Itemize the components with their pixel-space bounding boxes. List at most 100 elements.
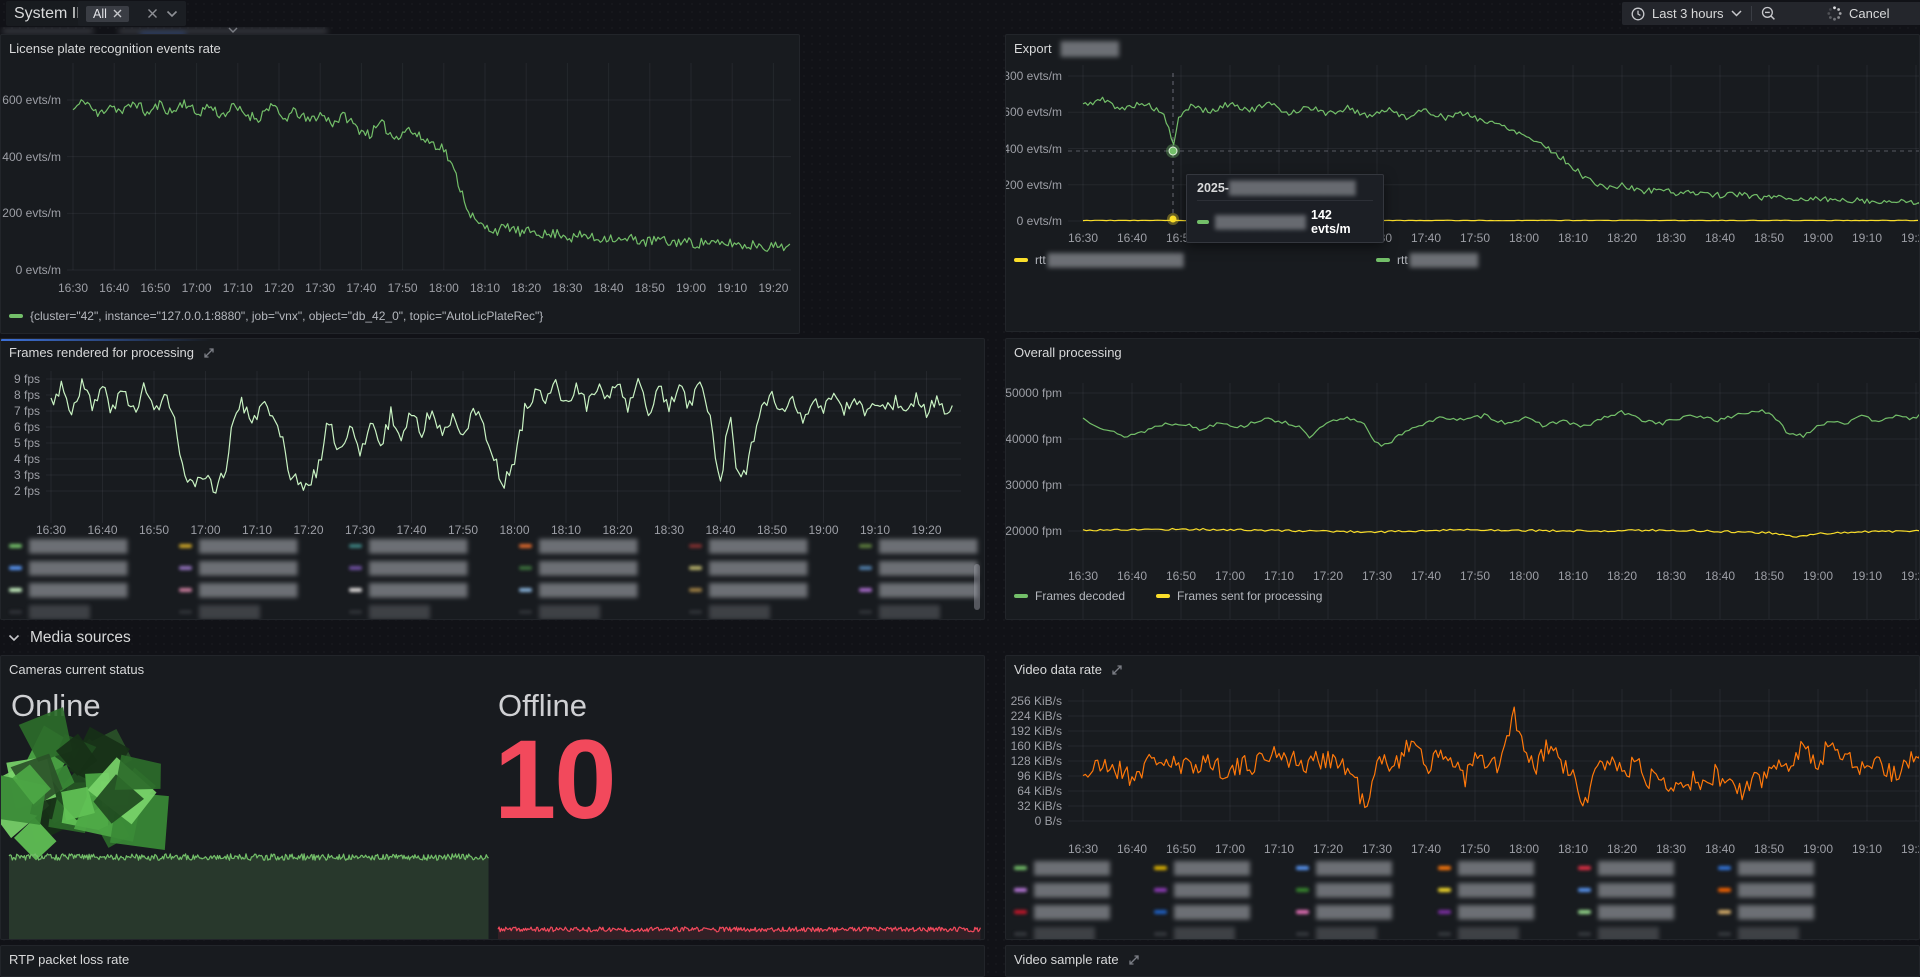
filter-chip[interactable]: All xyxy=(86,6,129,22)
series-marker xyxy=(349,588,362,592)
chip-close-icon[interactable] xyxy=(113,9,122,18)
legend-item[interactable]: █████████████ xyxy=(859,539,977,553)
legend-item[interactable]: █████████████ xyxy=(9,539,127,553)
legend-item[interactable]: █████████████ xyxy=(9,561,127,575)
time-series-plot[interactable] xyxy=(46,371,961,521)
redacted-legend-text: ██████████ xyxy=(1738,905,1813,919)
panel-links-icon[interactable] xyxy=(203,347,215,359)
legend-item[interactable]: ████████ xyxy=(1154,927,1234,940)
legend-item[interactable]: ████████ xyxy=(1718,927,1798,940)
redacted-legend-text: ████████ xyxy=(709,605,769,619)
legend-item[interactable]: █████████████ xyxy=(349,561,467,575)
legend-item[interactable]: ██████████ xyxy=(1154,883,1249,897)
legend-item[interactable]: ████████ xyxy=(1578,927,1658,940)
panel-title[interactable]: Video sample rate xyxy=(1014,952,1140,967)
legend-item[interactable]: █████████████ xyxy=(519,583,637,597)
chevron-down-icon[interactable] xyxy=(228,27,238,34)
variable-label: System ID xyxy=(14,5,88,23)
chevron-down-icon[interactable] xyxy=(166,10,178,18)
time-series-plot[interactable] xyxy=(67,63,791,279)
x-axis-tick: 17:20 xyxy=(293,523,323,537)
legend-item[interactable]: ██████████ xyxy=(1438,883,1533,897)
time-range-picker[interactable]: Last 3 hours xyxy=(1622,2,1825,25)
row-header-media-sources[interactable]: Media sources xyxy=(8,629,131,647)
legend-item[interactable]: █████████████ xyxy=(179,539,297,553)
panel-title[interactable]: Overall processing xyxy=(1014,345,1122,360)
x-axis-tick: 19:10 xyxy=(1852,569,1882,583)
legend-item[interactable]: ██████████ xyxy=(1296,905,1391,919)
time-series-plot[interactable] xyxy=(1068,689,1920,829)
y-axis-tick: 0 B/s xyxy=(1005,814,1062,828)
variable-value-select[interactable]: All xyxy=(78,1,186,26)
redacted-legend-text: █████████████ xyxy=(199,583,297,597)
legend-item[interactable]: ██████████ xyxy=(1014,905,1109,919)
legend-item[interactable]: ██████████ xyxy=(1718,883,1813,897)
redacted-legend-text: ██████████ xyxy=(1738,861,1813,875)
x-axis-tick: 19:00 xyxy=(1803,231,1833,245)
legend-item[interactable]: ██████████ xyxy=(1154,861,1249,875)
legend-item[interactable]: █████████████ xyxy=(689,583,807,597)
legend-item[interactable]: ████████ xyxy=(349,605,429,619)
panel-title[interactable]: Video data rate xyxy=(1014,662,1123,677)
legend-item[interactable]: ██████████ xyxy=(1578,861,1673,875)
legend-item[interactable]: ██████████ xyxy=(1296,883,1391,897)
legend-item[interactable]: ████████ xyxy=(1296,927,1376,940)
legend-item[interactable]: ████████ xyxy=(859,605,939,619)
zoom-out-icon[interactable] xyxy=(1761,6,1776,21)
legend-item[interactable]: ██████████ xyxy=(1154,905,1249,919)
clock-icon xyxy=(1631,7,1645,21)
legend-item[interactable]: █████████████ xyxy=(859,561,977,575)
legend-item[interactable]: █████████████ xyxy=(519,561,637,575)
legend-item[interactable]: {cluster="42", instance="127.0.0.1:8880"… xyxy=(9,309,543,323)
panel-title[interactable]: Cameras current status xyxy=(9,662,144,677)
series-marker xyxy=(1154,932,1167,936)
legend-item[interactable]: █████████████ xyxy=(519,539,637,553)
legend-item[interactable]: █████████████ xyxy=(859,583,977,597)
panel-links-icon[interactable] xyxy=(1128,954,1140,966)
legend-item[interactable]: ████████ xyxy=(1438,927,1518,940)
legend-item[interactable]: █████████████ xyxy=(179,583,297,597)
series-marker xyxy=(1296,888,1309,892)
redacted-legend-text: ██████████ xyxy=(1174,883,1249,897)
legend-item[interactable]: █████████████ xyxy=(179,561,297,575)
y-axis-tick: 20000 fpm xyxy=(1005,524,1062,538)
series-marker xyxy=(519,610,532,614)
panel-links-icon[interactable] xyxy=(1111,664,1123,676)
panel-title[interactable]: Frames rendered for processing xyxy=(9,345,215,360)
legend-item[interactable]: █████████████ xyxy=(349,539,467,553)
legend-item[interactable]: ████████ xyxy=(519,605,599,619)
series-marker xyxy=(689,566,702,570)
panel-title[interactable]: License plate recognition events rate xyxy=(9,41,221,56)
legend-item[interactable]: █████████████ xyxy=(689,539,807,553)
legend-item[interactable]: ██████████ xyxy=(1718,905,1813,919)
legend-item[interactable]: ████████ xyxy=(689,605,769,619)
legend-item[interactable]: ██████████ xyxy=(1578,883,1673,897)
legend-item[interactable]: rtt██████████████████ xyxy=(1014,253,1183,267)
legend-item[interactable]: █████████████ xyxy=(9,583,127,597)
clear-selection-icon[interactable] xyxy=(147,8,158,19)
legend-item[interactable]: ████████ xyxy=(9,605,89,619)
panel-title[interactable]: Export ███████ xyxy=(1014,41,1118,56)
time-series-plot[interactable] xyxy=(1068,383,1920,558)
x-axis-tick: 19:10 xyxy=(1852,842,1882,856)
panel-title[interactable]: RTP packet loss rate xyxy=(9,952,129,967)
y-axis-tick: 50000 fpm xyxy=(1005,386,1062,400)
legend-item[interactable]: ████████ xyxy=(179,605,259,619)
x-axis-tick: 18:30 xyxy=(1656,842,1686,856)
legend-item[interactable]: ██████████ xyxy=(1014,861,1109,875)
legend-item[interactable]: ██████████ xyxy=(1578,905,1673,919)
time-series-plot[interactable] xyxy=(9,849,489,939)
legend-item[interactable]: ██████████ xyxy=(1014,883,1109,897)
legend-item[interactable]: █████████████ xyxy=(349,583,467,597)
legend-item[interactable]: ██████████ xyxy=(1718,861,1813,875)
legend-item[interactable]: █████████████ xyxy=(689,561,807,575)
legend-item[interactable]: rtt█████████ xyxy=(1376,253,1477,267)
time-series-plot[interactable] xyxy=(498,906,981,939)
refresh-cancel-button[interactable]: Cancel xyxy=(1818,2,1920,25)
legend-item[interactable]: Frames decoded xyxy=(1014,589,1125,603)
legend-item[interactable]: ██████████ xyxy=(1438,905,1533,919)
legend-item[interactable]: ████████ xyxy=(1014,927,1094,940)
legend-item[interactable]: ██████████ xyxy=(1438,861,1533,875)
x-axis-tick: 16:40 xyxy=(1117,842,1147,856)
legend-item[interactable]: ██████████ xyxy=(1296,861,1391,875)
